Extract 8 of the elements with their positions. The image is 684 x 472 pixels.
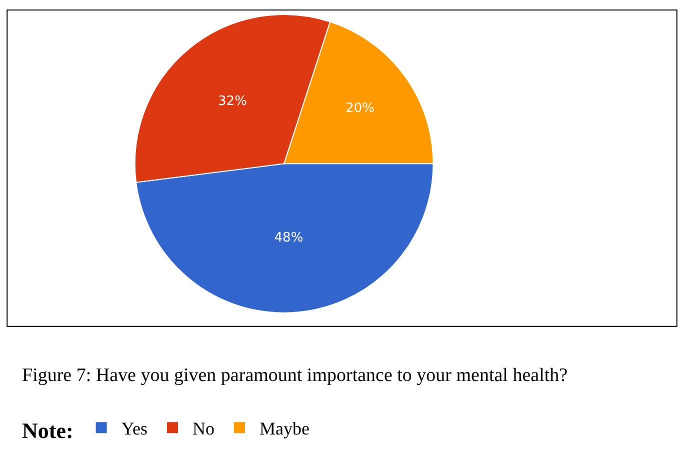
legend-label: Yes xyxy=(121,418,148,439)
legend-title: Note: xyxy=(22,418,74,444)
legend-label: No xyxy=(192,418,215,439)
data-label: 32% xyxy=(218,94,247,109)
data-label: 48% xyxy=(274,230,304,246)
legend-label: Maybe xyxy=(260,418,310,439)
text: Figure 7: Have you given paramount importance to your mental health? xyxy=(22,365,568,386)
data-label: 20% xyxy=(346,100,374,116)
